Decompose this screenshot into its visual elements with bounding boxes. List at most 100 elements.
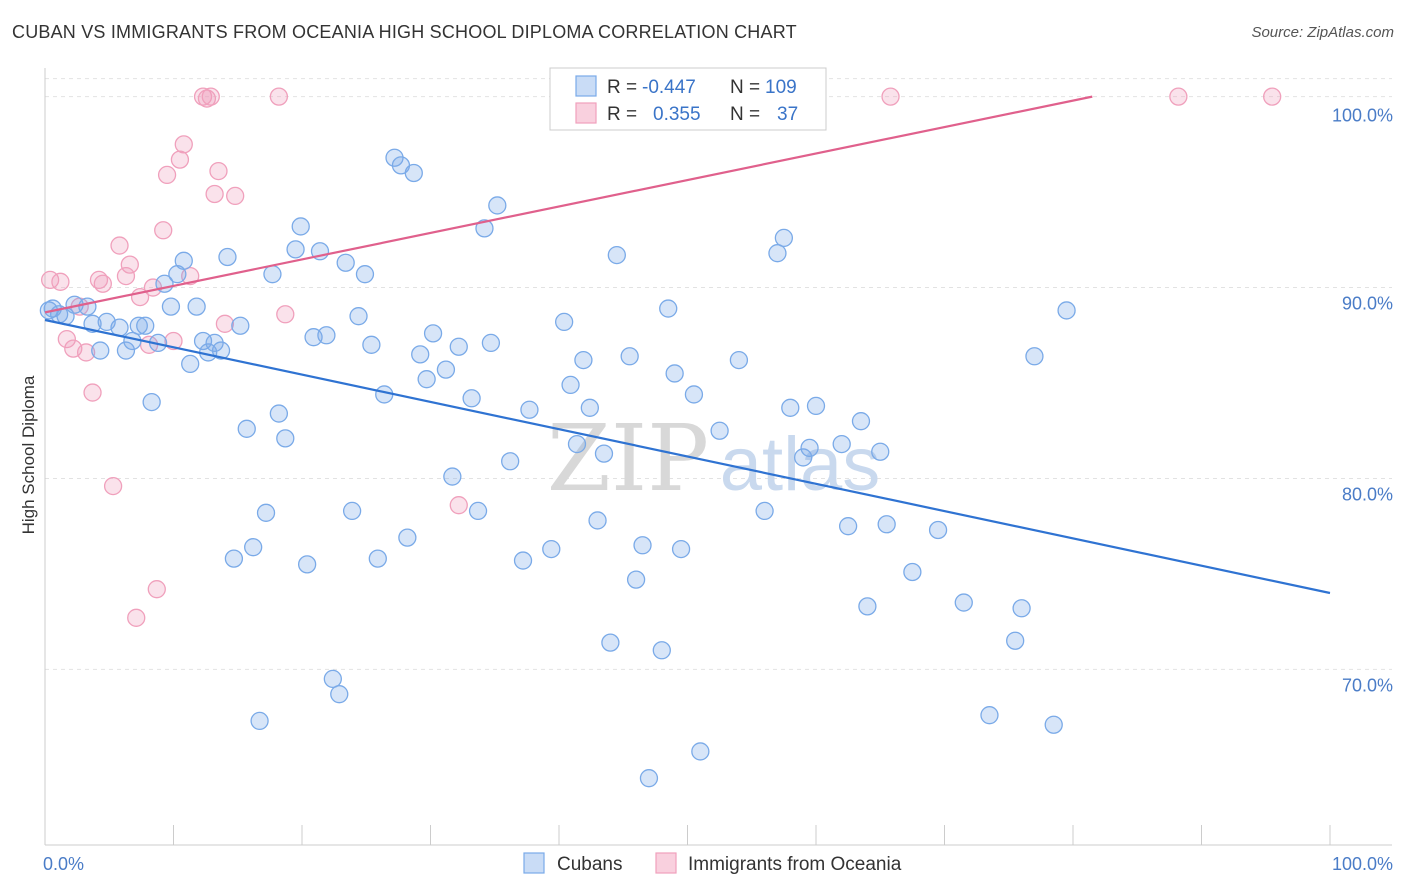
data-point: [269, 87, 289, 106]
legend-swatch-oceania: [575, 102, 597, 124]
data-point: [1044, 715, 1063, 734]
data-point: [398, 528, 417, 547]
x-tick-label: 100.0%: [1332, 854, 1393, 874]
bottom-legend: Cubans Immigrants from Oceania: [523, 852, 902, 875]
data-point: [142, 392, 161, 412]
watermark-zip: ZIP: [547, 405, 709, 512]
x-tick-label: 0.0%: [43, 854, 84, 874]
data-point: [903, 562, 922, 582]
data-point: [116, 341, 136, 360]
data-point: [269, 404, 289, 423]
data-point: [481, 333, 501, 353]
data-point: [342, 501, 362, 521]
data-point: [51, 272, 70, 291]
trend-line-cubans: [44, 318, 1331, 595]
data-point: [161, 297, 181, 316]
data-point: [218, 247, 237, 267]
data-point: [542, 539, 561, 559]
data-point: [806, 396, 826, 416]
data-point: [710, 421, 729, 440]
y-axis-label: High School Diploma: [19, 375, 38, 534]
data-point: [858, 597, 877, 616]
data-point: [187, 297, 206, 316]
data-point: [588, 511, 607, 530]
data-point: [755, 501, 774, 521]
data-point: [123, 331, 142, 351]
data-point: [443, 467, 462, 486]
data-point: [362, 335, 381, 354]
data-point: [1057, 301, 1076, 320]
data-point: [136, 316, 155, 335]
data-point: [832, 434, 851, 454]
data-point: [127, 608, 146, 627]
legend-r-value-oceania: 0.355: [653, 104, 701, 125]
data-point: [1012, 599, 1031, 618]
data-point: [215, 314, 235, 333]
data-point: [671, 539, 691, 559]
data-point: [449, 496, 468, 515]
data-point: [201, 87, 220, 106]
data-point: [620, 347, 639, 366]
data-point: [93, 274, 112, 293]
data-point: [928, 520, 948, 540]
series-immigrants-from-oceania-points: [40, 87, 1282, 627]
grid-lines: [45, 78, 1392, 670]
data-point: [224, 549, 244, 568]
data-point: [205, 184, 224, 204]
data-point: [626, 570, 646, 589]
data-point: [520, 400, 539, 419]
data-point: [768, 244, 787, 263]
data-point: [881, 87, 900, 106]
data-point: [129, 316, 148, 335]
data-point: [193, 331, 213, 351]
data-point: [250, 711, 269, 731]
data-point: [1169, 87, 1188, 106]
data-point: [691, 742, 710, 761]
legend-box: R = -0.447 N = 109 R = 0.355 N = 37: [549, 67, 827, 131]
data-point: [244, 538, 263, 557]
data-point: [633, 536, 652, 555]
x-tick-labels: 0.0% 100.0%: [43, 854, 1393, 874]
bottom-legend-label-cubans: Cubans: [557, 854, 623, 875]
trend-line-oceania: [44, 95, 1093, 314]
data-point: [83, 383, 102, 402]
data-point: [554, 312, 574, 332]
legend-r-label-cubans: R =: [607, 77, 637, 98]
data-point: [871, 442, 890, 461]
data-point: [567, 434, 587, 454]
data-point: [263, 265, 282, 284]
data-point: [561, 375, 580, 395]
y-tick-labels: 100.0% 90.0% 80.0% 70.0%: [1332, 106, 1393, 696]
legend-n-label-oceania: N =: [730, 104, 760, 125]
data-point: [317, 326, 336, 345]
legend-r-value-cubans: -0.447: [642, 77, 696, 98]
bottom-legend-swatch-cubans: [523, 852, 545, 874]
data-point: [164, 331, 183, 351]
data-point: [794, 448, 813, 467]
legend-n-value-oceania: 37: [777, 104, 798, 125]
data-point: [120, 255, 139, 274]
data-point: [174, 251, 193, 270]
legend-swatch-cubans: [575, 75, 597, 97]
bottom-legend-label-oceania: Immigrants from Oceania: [688, 854, 902, 875]
data-point: [147, 580, 166, 599]
data-point: [291, 217, 310, 236]
data-point: [336, 253, 355, 272]
data-point: [475, 219, 494, 238]
bottom-legend-swatch-oceania: [655, 852, 677, 874]
y-tick-label: 80.0%: [1342, 484, 1393, 504]
data-point: [110, 236, 129, 255]
data-point: [411, 345, 430, 364]
data-point: [286, 240, 305, 259]
data-point: [297, 555, 317, 574]
axes: [44, 68, 1392, 846]
data-point: [1006, 631, 1025, 650]
trend-lines: [44, 95, 1331, 595]
legend-r-label-oceania: R =: [607, 104, 637, 125]
data-point: [116, 266, 136, 286]
data-point: [513, 551, 533, 570]
data-point: [639, 769, 659, 788]
legend-n-label-cubans: N =: [730, 77, 760, 98]
data-point: [501, 452, 520, 471]
